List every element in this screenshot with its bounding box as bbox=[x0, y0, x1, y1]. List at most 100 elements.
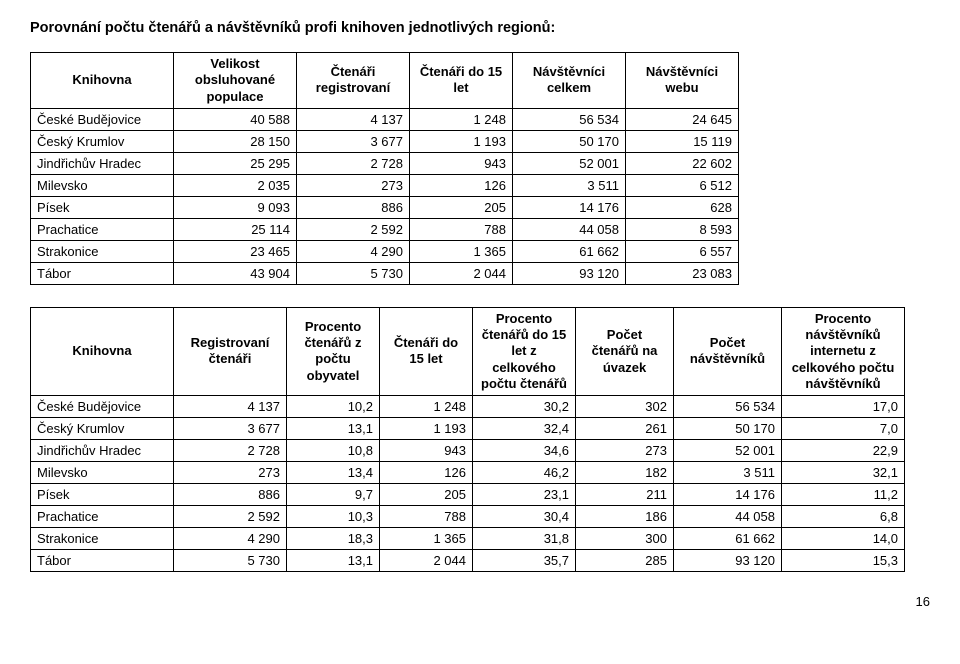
cell-value: 261 bbox=[576, 418, 674, 440]
cell-value: 93 120 bbox=[513, 262, 626, 284]
cell-value: 10,8 bbox=[287, 440, 380, 462]
column-header: Počet návštěvníků bbox=[674, 307, 782, 395]
table-row: Jindřichův Hradec25 2952 72894352 00122 … bbox=[31, 152, 739, 174]
cell-value: 2 044 bbox=[380, 550, 473, 572]
row-label: Písek bbox=[31, 196, 174, 218]
cell-value: 126 bbox=[380, 462, 473, 484]
cell-value: 25 295 bbox=[174, 152, 297, 174]
cell-value: 14 176 bbox=[513, 196, 626, 218]
cell-value: 943 bbox=[380, 440, 473, 462]
table-row: Tábor5 73013,12 04435,728593 12015,3 bbox=[31, 550, 905, 572]
cell-value: 2 035 bbox=[174, 174, 297, 196]
cell-value: 50 170 bbox=[513, 130, 626, 152]
cell-value: 788 bbox=[380, 506, 473, 528]
cell-value: 13,1 bbox=[287, 418, 380, 440]
table-row: Tábor43 9045 7302 04493 12023 083 bbox=[31, 262, 739, 284]
cell-value: 22,9 bbox=[782, 440, 905, 462]
cell-value: 46,2 bbox=[473, 462, 576, 484]
cell-value: 14,0 bbox=[782, 528, 905, 550]
row-label: Milevsko bbox=[31, 462, 174, 484]
table-row: České Budějovice4 13710,21 24830,230256 … bbox=[31, 396, 905, 418]
column-header: Počet čtenářů na úvazek bbox=[576, 307, 674, 395]
cell-value: 32,4 bbox=[473, 418, 576, 440]
row-label: České Budějovice bbox=[31, 108, 174, 130]
cell-value: 300 bbox=[576, 528, 674, 550]
table-row: Strakonice4 29018,31 36531,830061 66214,… bbox=[31, 528, 905, 550]
cell-value: 273 bbox=[174, 462, 287, 484]
cell-value: 50 170 bbox=[674, 418, 782, 440]
column-header: Čtenáři do 15 let bbox=[410, 53, 513, 109]
cell-value: 126 bbox=[410, 174, 513, 196]
cell-value: 1 365 bbox=[410, 240, 513, 262]
page-title: Porovnání počtu čtenářů a návštěvníků pr… bbox=[30, 20, 930, 36]
cell-value: 3 677 bbox=[174, 418, 287, 440]
row-label: Písek bbox=[31, 484, 174, 506]
cell-value: 4 137 bbox=[297, 108, 410, 130]
cell-value: 18,3 bbox=[287, 528, 380, 550]
column-header: Knihovna bbox=[31, 53, 174, 109]
row-label: Prachatice bbox=[31, 218, 174, 240]
cell-value: 7,0 bbox=[782, 418, 905, 440]
row-label: Jindřichův Hradec bbox=[31, 440, 174, 462]
cell-value: 52 001 bbox=[513, 152, 626, 174]
cell-value: 205 bbox=[410, 196, 513, 218]
row-label: Milevsko bbox=[31, 174, 174, 196]
table-header-row: KnihovnaRegistrovaní čtenáři Procento čte… bbox=[31, 307, 905, 395]
cell-value: 35,7 bbox=[473, 550, 576, 572]
cell-value: 1 193 bbox=[410, 130, 513, 152]
cell-value: 788 bbox=[410, 218, 513, 240]
column-header: Procento čtenářů do 15 let z celkového p… bbox=[473, 307, 576, 395]
cell-value: 2 728 bbox=[297, 152, 410, 174]
cell-value: 14 176 bbox=[674, 484, 782, 506]
cell-value: 273 bbox=[576, 440, 674, 462]
row-label: Prachatice bbox=[31, 506, 174, 528]
cell-value: 43 904 bbox=[174, 262, 297, 284]
table-row: Strakonice23 4654 2901 36561 6626 557 bbox=[31, 240, 739, 262]
table-row: Jindřichův Hradec2 72810,894334,627352 0… bbox=[31, 440, 905, 462]
cell-value: 4 290 bbox=[174, 528, 287, 550]
cell-value: 628 bbox=[626, 196, 739, 218]
column-header: Registrovaní čtenáři bbox=[174, 307, 287, 395]
cell-value: 56 534 bbox=[674, 396, 782, 418]
row-label: Tábor bbox=[31, 550, 174, 572]
table-row: České Budějovice40 5884 1371 24856 53424… bbox=[31, 108, 739, 130]
cell-value: 10,3 bbox=[287, 506, 380, 528]
column-header: Návštěvníci celkem bbox=[513, 53, 626, 109]
cell-value: 3 511 bbox=[674, 462, 782, 484]
cell-value: 15,3 bbox=[782, 550, 905, 572]
cell-value: 31,8 bbox=[473, 528, 576, 550]
cell-value: 3 511 bbox=[513, 174, 626, 196]
cell-value: 273 bbox=[297, 174, 410, 196]
cell-value: 25 114 bbox=[174, 218, 297, 240]
cell-value: 302 bbox=[576, 396, 674, 418]
cell-value: 22 602 bbox=[626, 152, 739, 174]
column-header: Knihovna bbox=[31, 307, 174, 395]
table-row: Milevsko2 0352731263 5116 512 bbox=[31, 174, 739, 196]
cell-value: 886 bbox=[174, 484, 287, 506]
cell-value: 61 662 bbox=[674, 528, 782, 550]
cell-value: 44 058 bbox=[674, 506, 782, 528]
cell-value: 1 365 bbox=[380, 528, 473, 550]
cell-value: 30,2 bbox=[473, 396, 576, 418]
cell-value: 1 193 bbox=[380, 418, 473, 440]
row-label: Strakonice bbox=[31, 528, 174, 550]
cell-value: 10,2 bbox=[287, 396, 380, 418]
cell-value: 23 465 bbox=[174, 240, 297, 262]
cell-value: 52 001 bbox=[674, 440, 782, 462]
column-header: Čtenáři do 15 let bbox=[380, 307, 473, 395]
column-header: Velikost obsluhované populace bbox=[174, 53, 297, 109]
table-row: Milevsko27313,412646,21823 51132,1 bbox=[31, 462, 905, 484]
cell-value: 15 119 bbox=[626, 130, 739, 152]
page-number: 16 bbox=[30, 594, 930, 609]
cell-value: 2 592 bbox=[174, 506, 287, 528]
table-row: Písek8869,720523,121114 17611,2 bbox=[31, 484, 905, 506]
cell-value: 182 bbox=[576, 462, 674, 484]
cell-value: 186 bbox=[576, 506, 674, 528]
table-row: Prachatice2 59210,378830,418644 0586,8 bbox=[31, 506, 905, 528]
column-header: Čtenáři registrovaní bbox=[297, 53, 410, 109]
table-regions-summary: KnihovnaVelikost obsluhované populaceČte… bbox=[30, 52, 739, 285]
cell-value: 2 728 bbox=[174, 440, 287, 462]
cell-value: 205 bbox=[380, 484, 473, 506]
cell-value: 6,8 bbox=[782, 506, 905, 528]
cell-value: 2 044 bbox=[410, 262, 513, 284]
